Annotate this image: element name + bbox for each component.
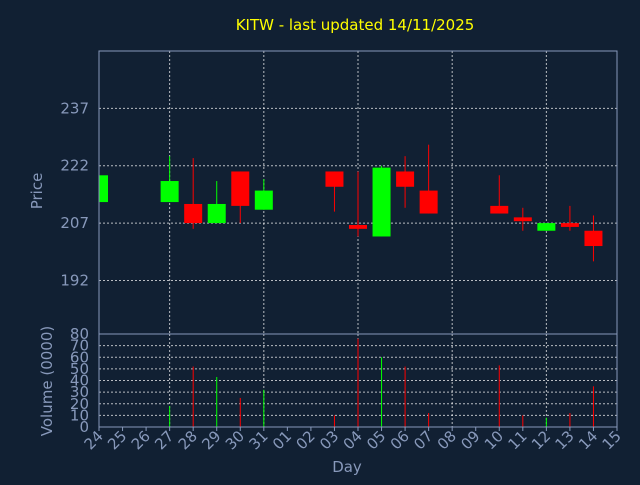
x-tick-label: 04 xyxy=(340,427,366,453)
x-tick-label: 30 xyxy=(222,427,248,453)
candle-body xyxy=(207,203,226,224)
candle-body xyxy=(513,217,532,222)
candle-body xyxy=(490,205,509,214)
x-tick-label: 06 xyxy=(387,427,413,453)
volume-bars-layer xyxy=(169,338,594,427)
x-tick-label: 10 xyxy=(481,427,507,453)
chart-title: KITW - last updated 14/11/2025 xyxy=(236,16,475,34)
candles-layer xyxy=(98,144,603,262)
candle-body xyxy=(372,167,391,237)
x-tick-label: 08 xyxy=(434,427,460,453)
price-tick-label: 207 xyxy=(60,214,89,232)
x-tick-label: 28 xyxy=(175,427,201,453)
volume-tick-label: 50 xyxy=(70,360,89,378)
candle-body xyxy=(560,223,579,227)
x-tick-label: 25 xyxy=(104,427,130,453)
x-tick-label: 01 xyxy=(269,427,295,453)
candle-body xyxy=(184,203,203,224)
volume-tick-label: 0 xyxy=(79,418,89,436)
x-tick-label: 12 xyxy=(528,427,554,453)
x-tick-label: 26 xyxy=(128,427,154,453)
volume-tick-label: 30 xyxy=(70,383,89,401)
candle-body xyxy=(396,171,415,187)
x-tick-label: 11 xyxy=(504,427,530,453)
x-tick-labels: 2425262728293031010203040506070809101112… xyxy=(81,427,625,453)
volume-tick-label: 40 xyxy=(70,372,89,390)
volume-tick-label: 60 xyxy=(70,348,89,366)
x-tick-label: 14 xyxy=(575,427,601,453)
volume-tick-label: 10 xyxy=(70,406,89,424)
candle-body xyxy=(254,190,273,210)
x-tick-label: 09 xyxy=(457,427,483,453)
x-tick-label: 02 xyxy=(293,427,319,453)
x-tick-label: 07 xyxy=(410,427,436,453)
x-tick-label: 15 xyxy=(599,427,625,453)
candle-body xyxy=(584,230,603,247)
x-tick-label: 31 xyxy=(245,427,271,453)
volume-tick-label: 20 xyxy=(70,395,89,413)
x-tick-label: 29 xyxy=(198,427,224,453)
volume-tick-label: 80 xyxy=(70,325,89,343)
x-tick-label: 03 xyxy=(316,427,342,453)
price-tick-label: 222 xyxy=(60,157,89,175)
volume-tick-label: 70 xyxy=(70,337,89,355)
candle-body xyxy=(325,171,344,187)
x-axis-label: Day xyxy=(332,458,362,476)
candle-body xyxy=(160,181,179,203)
price-axis-label: Price xyxy=(28,173,46,210)
x-tick-label: 27 xyxy=(151,427,177,453)
candle-body xyxy=(537,223,556,231)
candle-body xyxy=(99,175,108,203)
candle-body xyxy=(419,190,438,214)
x-tick-label: 13 xyxy=(552,427,578,453)
volume-axis-label: Volume (0000) xyxy=(38,326,56,436)
price-tick-label: 192 xyxy=(60,271,89,289)
x-tick-label: 05 xyxy=(363,427,389,453)
candle-body xyxy=(231,171,250,206)
price-tick-label: 237 xyxy=(60,99,89,117)
candle-body xyxy=(349,225,367,229)
